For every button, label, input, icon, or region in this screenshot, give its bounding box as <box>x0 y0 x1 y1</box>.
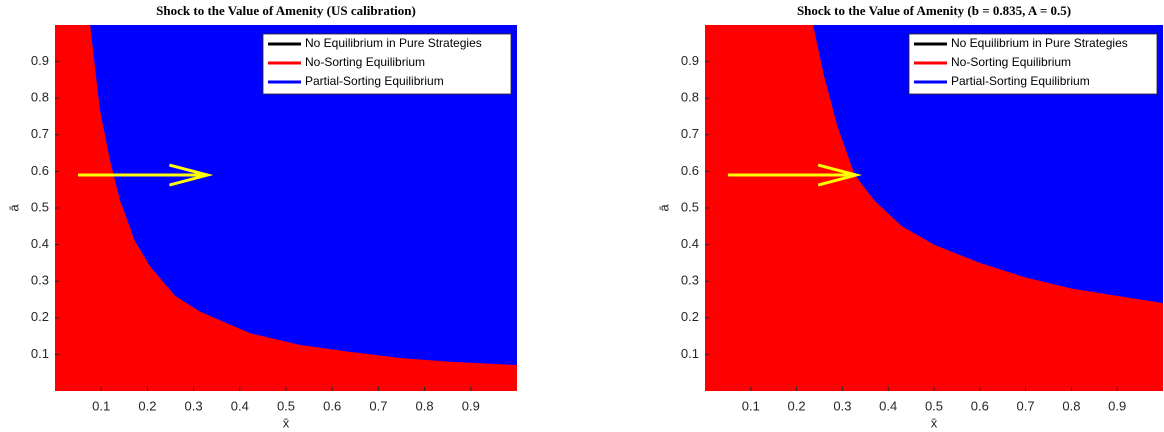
x-tick-label: 0.8 <box>1062 398 1080 413</box>
x-tick-label: 0.6 <box>971 398 989 413</box>
y-tick-label: 0.7 <box>31 126 49 141</box>
legend-label: Partial-Sorting Equilibrium <box>305 74 444 88</box>
arrow-head <box>817 163 863 187</box>
x-tick-label: 0.7 <box>1017 398 1035 413</box>
y-tick-label: 0.1 <box>31 346 49 361</box>
x-tick-label: 0.6 <box>323 398 341 413</box>
y-tick-label: 0.1 <box>681 346 699 361</box>
chart-title: Shock to the Value of Amenity (US calibr… <box>156 3 416 18</box>
x-tick-label: 0.2 <box>138 398 156 413</box>
y-tick-label: 0.2 <box>31 309 49 324</box>
y-tick-label: 0.5 <box>31 199 49 214</box>
x-axis-label: x̄ <box>931 415 938 430</box>
y-tick-label: 0.9 <box>31 53 49 68</box>
legend-label: No Equilibrium in Pure Strategies <box>305 36 482 50</box>
y-tick-label: 0.6 <box>681 163 699 178</box>
region-partial-sorting <box>813 25 1163 304</box>
y-tick-label: 0.5 <box>681 199 699 214</box>
x-tick-label: 0.1 <box>92 398 110 413</box>
y-tick-label: 0.4 <box>31 236 49 251</box>
y-tick-label: 0.7 <box>681 126 699 141</box>
x-tick-label: 0.1 <box>742 398 760 413</box>
region-partial-sorting <box>90 25 517 366</box>
legend-box <box>908 33 1158 95</box>
x-tick-label: 0.4 <box>231 398 249 413</box>
x-tick-label: 0.9 <box>462 398 480 413</box>
legend-box <box>262 33 512 95</box>
y-tick-label: 0.3 <box>31 273 49 288</box>
y-tick-label: 0.2 <box>681 309 699 324</box>
x-axis-label: x̄ <box>283 415 290 430</box>
legend-label: No-Sorting Equilibrium <box>951 55 1071 69</box>
x-tick-label: 0.3 <box>185 398 203 413</box>
chart: Shock to the Value of Amenity (US calibr… <box>6 3 517 430</box>
legend-label: Partial-Sorting Equilibrium <box>951 74 1090 88</box>
x-tick-label: 0.3 <box>833 398 851 413</box>
x-tick-label: 0.2 <box>788 398 806 413</box>
y-tick-label: 0.8 <box>31 90 49 105</box>
x-tick-label: 0.5 <box>277 398 295 413</box>
x-tick-label: 0.9 <box>1108 398 1126 413</box>
y-tick-label: 0.8 <box>681 90 699 105</box>
y-axis-label: ā <box>6 204 21 212</box>
chart-title: Shock to the Value of Amenity (b = 0.835… <box>797 3 1071 18</box>
y-tick-label: 0.4 <box>681 236 699 251</box>
y-axis-label: ā <box>656 204 671 212</box>
y-tick-label: 0.3 <box>681 273 699 288</box>
legend-label: No Equilibrium in Pure Strategies <box>951 36 1128 50</box>
arrow-head <box>169 163 214 187</box>
legend-label: No-Sorting Equilibrium <box>305 55 425 69</box>
x-tick-label: 0.5 <box>925 398 943 413</box>
y-tick-label: 0.9 <box>681 53 699 68</box>
x-tick-label: 0.7 <box>369 398 387 413</box>
x-tick-label: 0.4 <box>879 398 897 413</box>
y-tick-label: 0.6 <box>31 163 49 178</box>
x-tick-label: 0.8 <box>416 398 434 413</box>
chart: Shock to the Value of Amenity (b = 0.835… <box>656 3 1163 430</box>
